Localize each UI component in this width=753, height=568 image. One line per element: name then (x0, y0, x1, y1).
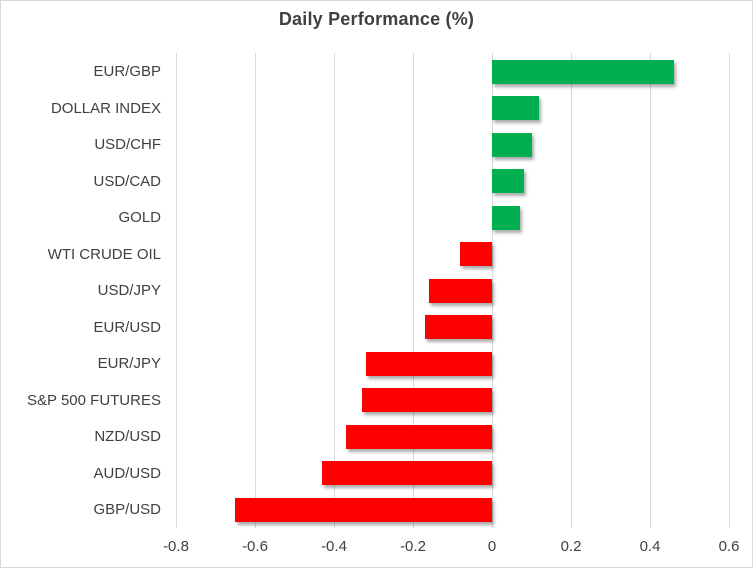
bar-nzd-usd (345, 424, 492, 449)
bar-gbp-usd (235, 497, 492, 522)
gridline-x-0 (491, 53, 493, 528)
category-label-usd-cad: USD/CAD (93, 172, 161, 190)
bar-usd-jpy (428, 278, 492, 303)
x-tick-label-0.2: 0.2 (560, 538, 582, 555)
gridline-x--0.8 (175, 53, 177, 528)
chart-title: Daily Performance (%) (278, 9, 475, 29)
category-label-gold: GOLD (118, 209, 161, 227)
x-tick-label--0.4: -0.4 (321, 538, 347, 555)
bar-usd-chf (492, 132, 532, 157)
bar-s-p-500-futures (361, 388, 492, 413)
x-tick-label-0.4: 0.4 (639, 538, 661, 555)
gridline-x--0.6 (254, 53, 256, 528)
gridline-x--0.2 (412, 53, 414, 528)
x-tick-label--0.8: -0.8 (163, 538, 189, 555)
bar-eur-usd (424, 315, 492, 340)
category-label-gbp-usd: GBP/USD (93, 501, 161, 519)
gridline-x--0.4 (333, 53, 335, 528)
x-tick-label--0.2: -0.2 (400, 538, 426, 555)
category-label-eur-jpy: EUR/JPY (97, 355, 161, 373)
category-label-usd-jpy: USD/JPY (97, 282, 161, 300)
category-label-eur-gbp: EUR/GBP (93, 63, 161, 81)
gridline-x-0.6 (728, 53, 730, 528)
bar-dollar-index (492, 96, 540, 121)
bar-gold (492, 205, 520, 230)
x-tick-label-0.6: 0.6 (718, 538, 740, 555)
category-label-s-p-500-futures: S&P 500 FUTURES (27, 391, 161, 409)
x-tick-label--0.6: -0.6 (242, 538, 268, 555)
gridline-x-0.2 (570, 53, 572, 528)
x-tick-label-0: 0 (487, 538, 497, 555)
bar-eur-gbp (492, 59, 674, 84)
bar-aud-usd (322, 461, 492, 486)
gridline-x-0.4 (649, 53, 651, 528)
category-label-aud-usd: AUD/USD (93, 464, 161, 482)
bar-wti-crude-oil (460, 242, 492, 267)
category-label-usd-chf: USD/CHF (94, 136, 161, 154)
category-label-eur-usd: EUR/USD (93, 318, 161, 336)
category-label-dollar-index: DOLLAR INDEX (50, 99, 161, 117)
category-label-wti-crude-oil: WTI CRUDE OIL (47, 245, 161, 263)
bar-usd-cad (492, 169, 524, 194)
bar-eur-jpy (365, 351, 492, 376)
category-label-nzd-usd: NZD/USD (94, 428, 161, 446)
